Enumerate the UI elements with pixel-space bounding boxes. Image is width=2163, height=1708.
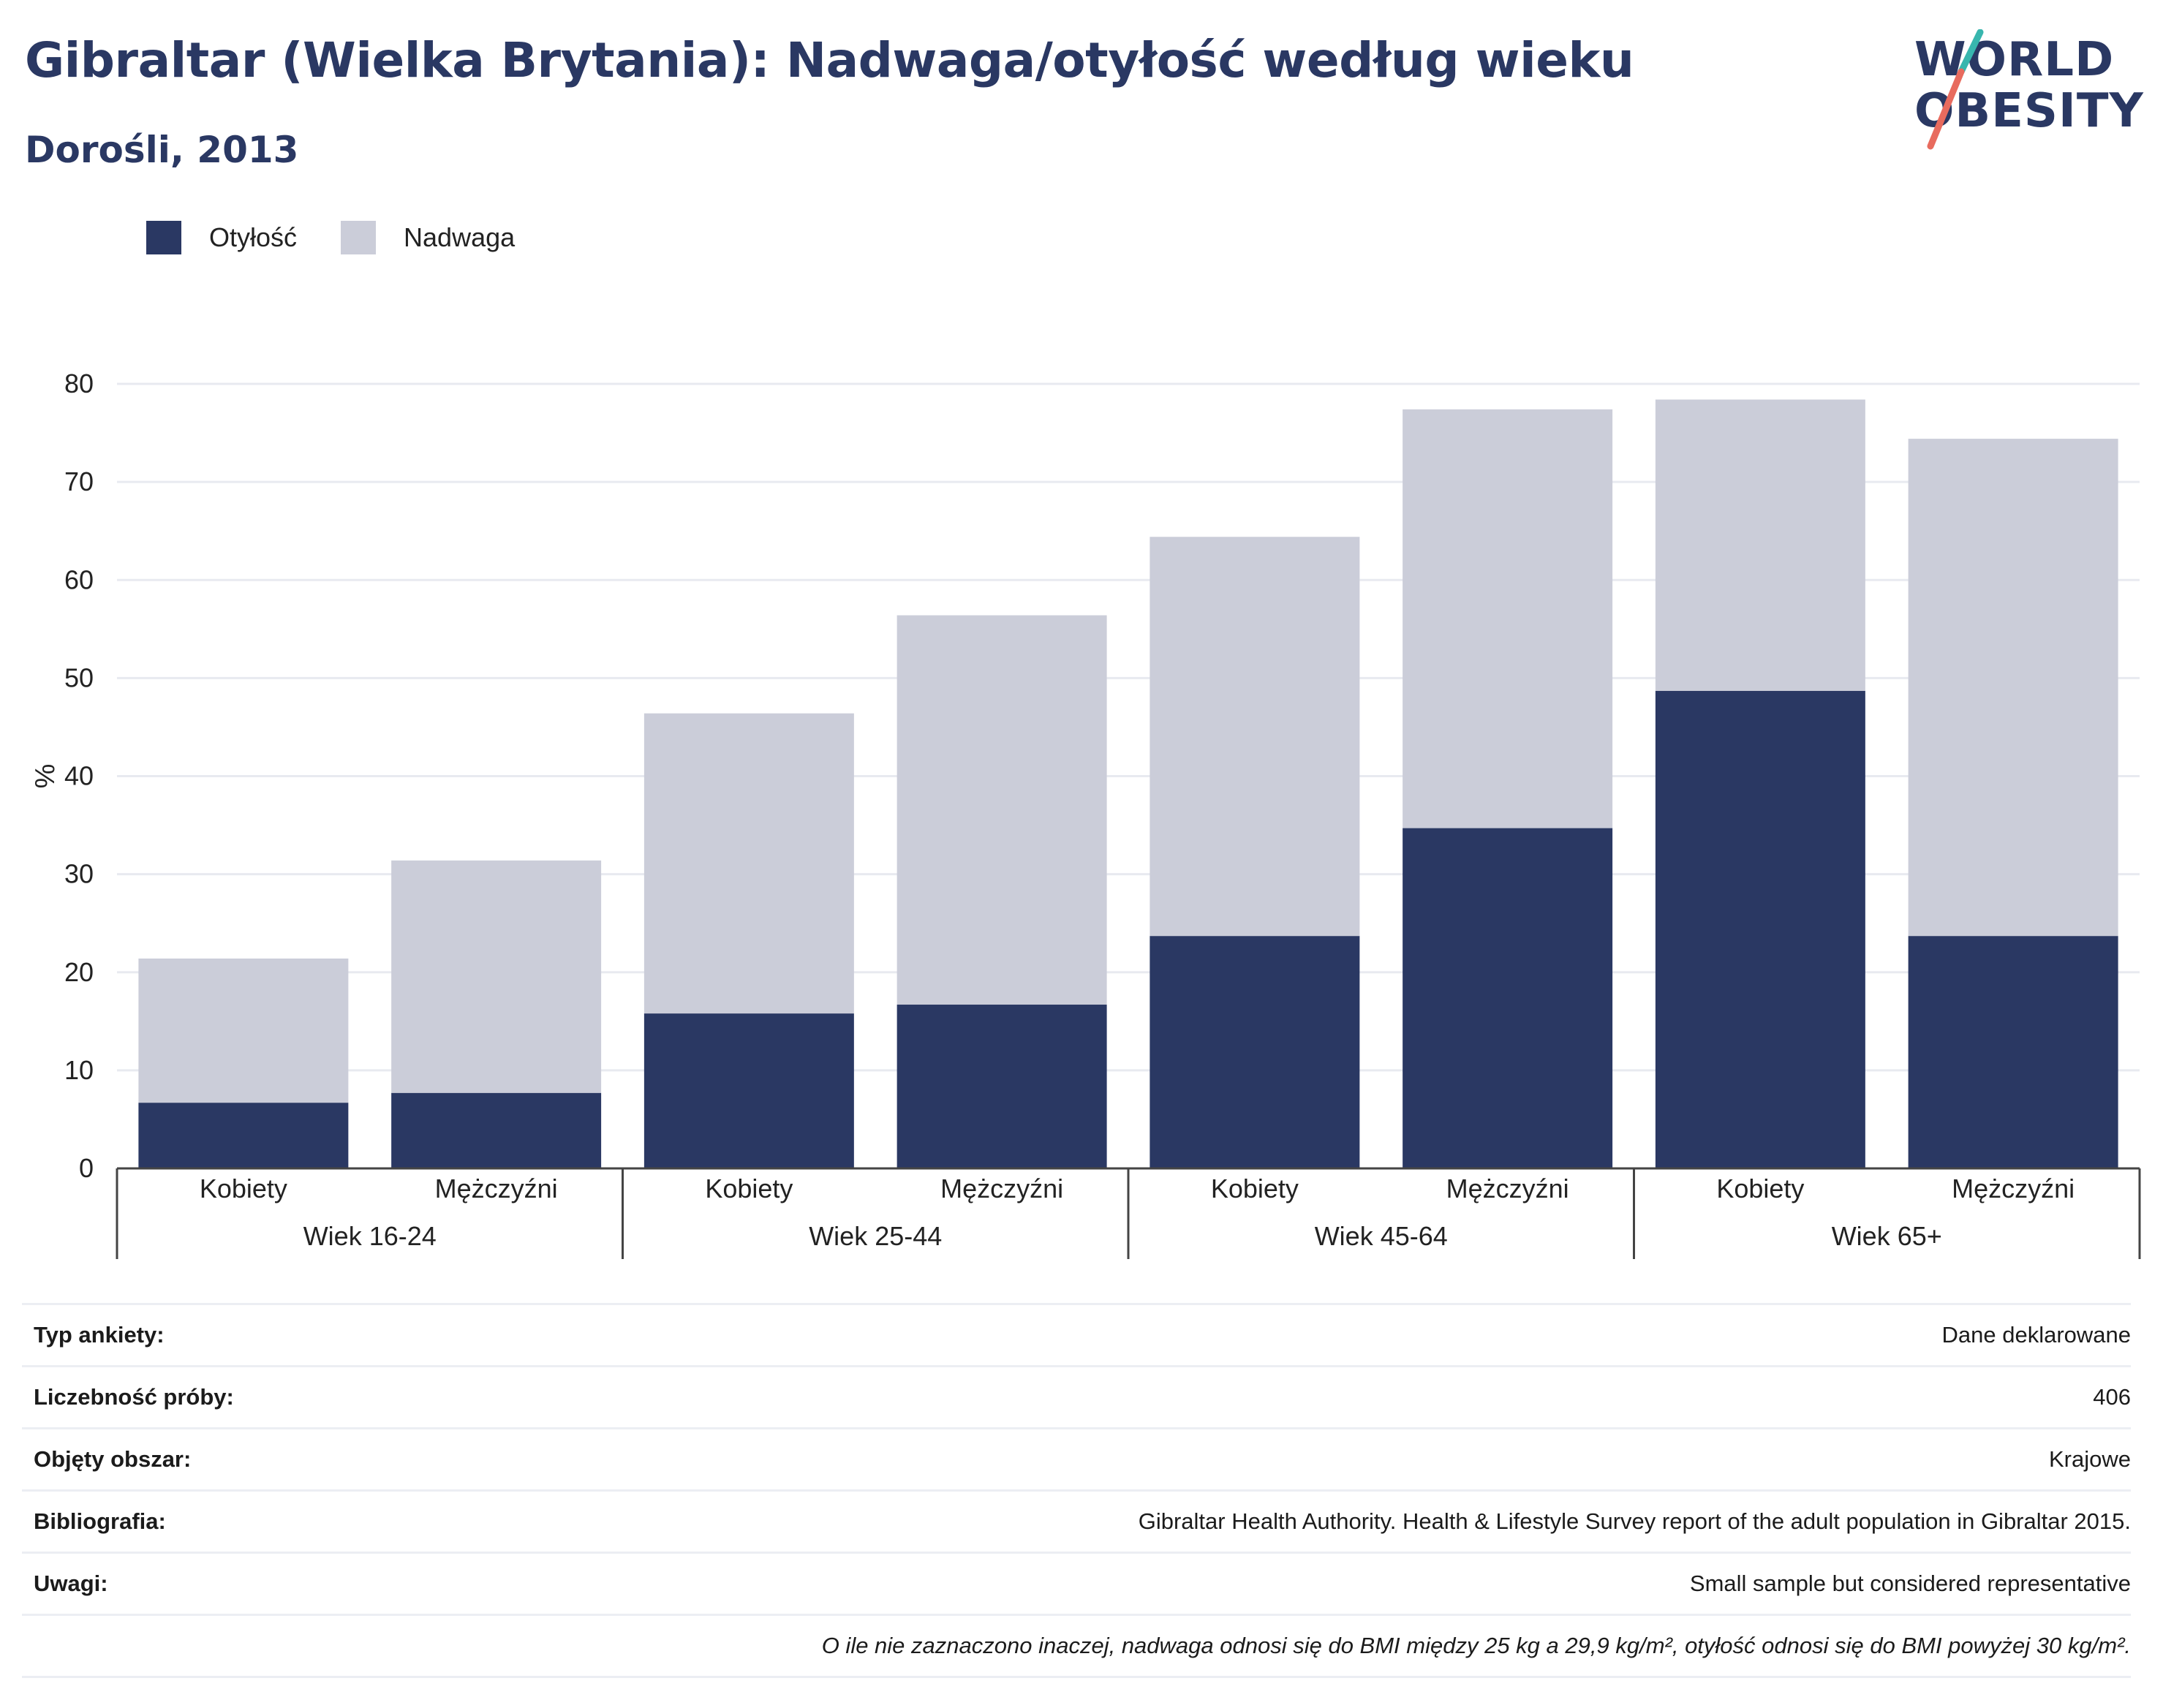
bar-obesity	[896, 1005, 1107, 1168]
info-value: 406	[2093, 1384, 2131, 1410]
info-key: Liczebność próby:	[34, 1384, 234, 1410]
info-value: Krajowe	[2049, 1446, 2131, 1472]
info-key: Uwagi:	[34, 1571, 108, 1596]
legend-label-overweight: Nadwaga	[404, 222, 516, 252]
bar-overweight	[1655, 399, 1865, 691]
legend-swatch-overweight	[341, 221, 377, 254]
bar-overweight	[896, 615, 1107, 1005]
legend: Otyłość Nadwaga	[146, 219, 559, 256]
info-row-area: Objęty obszar: Krajowe	[22, 1427, 2131, 1489]
y-tick-label: 70	[64, 466, 94, 496]
info-table: Typ ankiety: Dane deklarowane Liczebność…	[22, 1303, 2131, 1678]
bar-obesity	[1403, 828, 1613, 1168]
info-key: Bibliografia:	[34, 1508, 166, 1534]
info-key: Typ ankiety:	[34, 1322, 165, 1348]
stacked-bar-chart: 0 10 20 30 40 50 60 70 80% Kobiety Mężczyźni Kobiet…	[30, 369, 2141, 1259]
chart-title: Gibraltar (Wielka Brytania): Nadwaga/oty…	[25, 32, 1634, 88]
y-tick-label: 10	[64, 1055, 94, 1085]
group-label: Wiek 65+	[1832, 1221, 1942, 1251]
x-tick-label: Mężczyźni	[435, 1174, 558, 1203]
world-obesity-logo: WORLD OBESITY	[1901, 29, 2143, 154]
x-tick-label: Kobiety	[705, 1174, 793, 1203]
x-tick-label: Mężczyźni	[940, 1174, 1063, 1203]
info-key: Objęty obszar:	[34, 1446, 192, 1472]
y-tick-label: 40	[64, 761, 94, 791]
bar-overweight	[1403, 409, 1613, 828]
y-tick-label: 0	[79, 1153, 94, 1183]
y-tick-label: 60	[64, 564, 94, 594]
y-axis-label: %	[30, 764, 61, 789]
info-value: Gibraltar Health Authority. Health & Lif…	[1138, 1508, 2131, 1534]
info-row-notes: Uwagi: Small sample but considered repre…	[22, 1552, 2131, 1614]
bar-obesity	[1150, 936, 1360, 1168]
info-row-survey-type: Typ ankiety: Dane deklarowane	[22, 1303, 2131, 1365]
logo-slash-icon	[1927, 29, 1984, 150]
info-value: Small sample but considered representati…	[1689, 1571, 2131, 1596]
bar-obesity	[1908, 936, 2118, 1168]
x-tick-label: Kobiety	[200, 1174, 287, 1203]
bar-obesity	[643, 1013, 854, 1168]
bar-overweight	[138, 958, 349, 1103]
y-tick-label: 30	[64, 859, 94, 889]
legend-item-overweight: Nadwaga	[341, 221, 515, 254]
bar-obesity	[1655, 690, 1865, 1168]
x-tick-label: Kobiety	[1211, 1174, 1299, 1203]
bar-obesity	[391, 1092, 602, 1168]
y-tick-label: 50	[64, 662, 94, 692]
legend-swatch-obesity	[146, 221, 181, 254]
bar-overweight	[1150, 537, 1360, 937]
group-label: Wiek 16-24	[303, 1221, 437, 1251]
group-label: Wiek 45-64	[1315, 1221, 1448, 1251]
logo-line-1: WORLD	[1914, 33, 2115, 87]
info-row-sample-size: Liczebność próby: 406	[22, 1365, 2131, 1427]
info-row-bibliography: Bibliografia: Gibraltar Health Authority…	[22, 1489, 2131, 1552]
bar-overweight	[391, 860, 602, 1093]
info-value: Dane deklarowane	[1941, 1322, 2131, 1348]
y-tick-label: 20	[64, 957, 94, 987]
bar-overweight	[643, 713, 854, 1014]
footnote: O ile nie zaznaczono inaczej, nadwaga od…	[22, 1614, 2131, 1678]
x-tick-label: Kobiety	[1716, 1174, 1804, 1203]
x-tick-label: Mężczyźni	[1952, 1174, 2075, 1203]
legend-label-obesity: Otyłość	[209, 222, 298, 252]
bar-obesity	[138, 1103, 349, 1168]
bar-overweight	[1908, 439, 2118, 937]
chart-subtitle: Dorośli, 2013	[25, 129, 299, 171]
legend-item-obesity: Otyłość	[146, 221, 297, 254]
x-tick-label: Mężczyźni	[1446, 1174, 1569, 1203]
y-tick-label: 80	[64, 369, 94, 398]
group-label: Wiek 25-44	[809, 1221, 942, 1251]
